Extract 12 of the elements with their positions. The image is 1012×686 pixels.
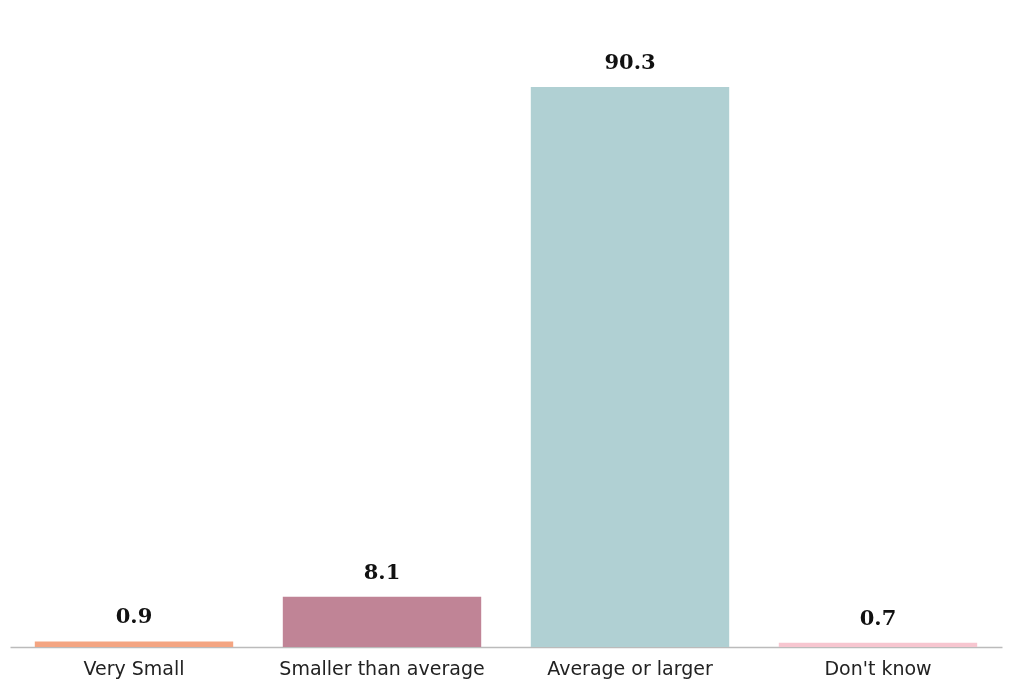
bar (778, 642, 978, 647)
data-label: 90.3 (604, 49, 656, 74)
bar (282, 596, 482, 647)
data-label: 8.1 (363, 558, 401, 584)
x-tick-label: Smaller than average (279, 656, 485, 679)
x-tick-label: Average or larger (547, 656, 713, 679)
data-label: 0.9 (115, 603, 153, 629)
bar (34, 641, 234, 647)
data-label: 0.7 (859, 604, 897, 630)
x-tick-label: Don't know (824, 656, 932, 679)
bar (530, 87, 730, 647)
x-tick-label: Very Small (83, 656, 185, 679)
